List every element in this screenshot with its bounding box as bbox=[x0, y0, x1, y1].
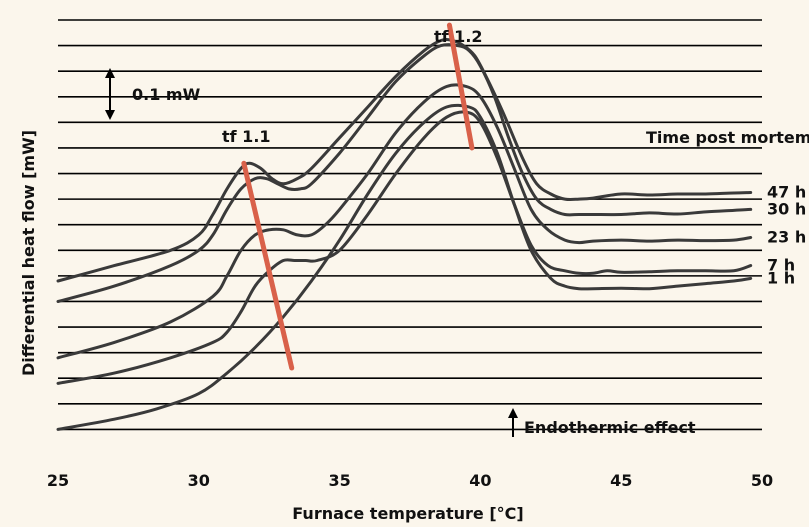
marker-label-tf-1-2: tf 1.2 bbox=[434, 27, 483, 46]
marker-label-tf-1-1: tf 1.1 bbox=[222, 127, 271, 146]
curves bbox=[56, 38, 753, 431]
marker-line bbox=[241, 160, 295, 371]
series-line bbox=[56, 38, 753, 283]
x-axis-label: Furnace temperature [°C] bbox=[292, 504, 523, 523]
x-tick-label: 40 bbox=[469, 471, 491, 490]
series-line bbox=[56, 83, 753, 360]
series-label: 30 h bbox=[767, 199, 806, 218]
endothermic-annotation: Endothermic effect bbox=[508, 408, 696, 437]
x-tick-label: 25 bbox=[47, 471, 69, 490]
scale-bar-label: 0.1 mW bbox=[132, 85, 201, 104]
endothermic-arrow-icon bbox=[508, 408, 518, 418]
series-labels: 47 h30 h 23 h 7 h1 h bbox=[767, 182, 806, 287]
x-tick-labels: 25 30 35 40 45 50 bbox=[47, 471, 773, 490]
marker-line bbox=[446, 22, 475, 151]
x-tick-label: 30 bbox=[188, 471, 210, 490]
series-label: 47 h bbox=[767, 182, 806, 201]
marker-lines bbox=[241, 22, 475, 371]
x-tick-label: 35 bbox=[328, 471, 350, 490]
endothermic-label: Endothermic effect bbox=[524, 418, 696, 437]
series-line bbox=[56, 43, 753, 303]
x-tick-label: 45 bbox=[610, 471, 632, 490]
legend-title: Time post mortem bbox=[646, 128, 809, 147]
scale-bar-arrow-bottom bbox=[105, 110, 115, 120]
y-axis-label: Differential heat flow [mW] bbox=[19, 130, 38, 376]
series-label: 7 h bbox=[767, 256, 795, 275]
gridlines bbox=[58, 19, 762, 431]
x-tick-label: 50 bbox=[751, 471, 773, 490]
series-label: 23 h bbox=[767, 228, 806, 247]
series-line bbox=[56, 110, 753, 385]
series-label: 1 h bbox=[767, 268, 795, 287]
scale-bar: 0.1 mW bbox=[105, 68, 201, 120]
scale-bar-arrow-top bbox=[105, 68, 115, 78]
series-line bbox=[56, 103, 753, 431]
